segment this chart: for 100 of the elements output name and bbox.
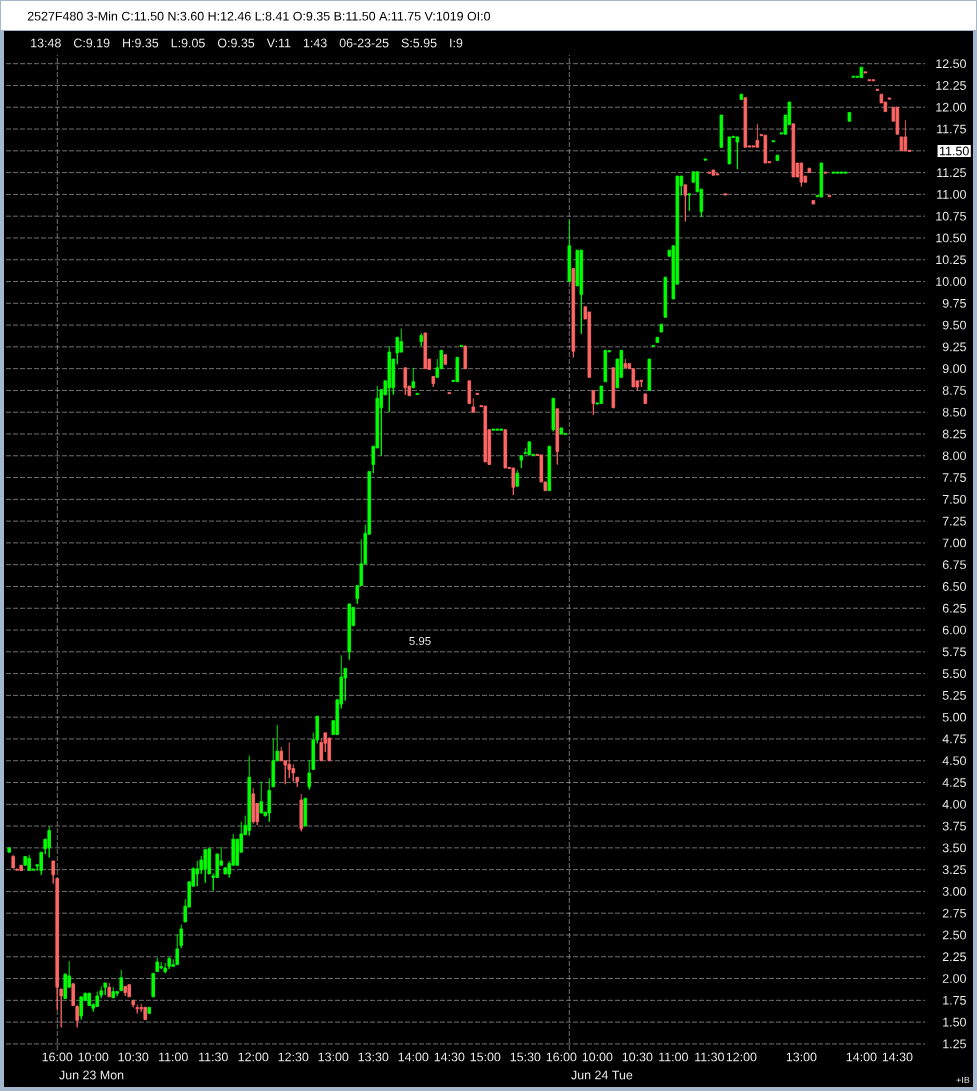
candlestick: [115, 991, 119, 997]
y-tick-label: 2.50: [942, 930, 966, 940]
candlestick: [819, 162, 824, 198]
x-tick-label: 10:00: [78, 1052, 109, 1062]
y-tick-label: 11.25: [937, 168, 966, 178]
candlestick: [863, 71, 868, 74]
x-tick-label: 11:30: [199, 1052, 228, 1062]
candlestick: [547, 445, 552, 492]
text: +IB: [956, 1076, 970, 1084]
x-tick-label: 12:00: [238, 1052, 269, 1062]
candlestick: [19, 864, 23, 871]
candlestick: [763, 134, 768, 164]
candlestick: [687, 193, 692, 212]
candlestick: [131, 999, 135, 1008]
candlestick: [723, 193, 728, 196]
y-tick-label: 4.00: [942, 799, 966, 809]
candlestick: [111, 986, 115, 999]
candlestick: [567, 219, 572, 282]
x-tick-label: 12:00: [726, 1052, 757, 1062]
chart-subtitle: 13:48 C:9.19 H:9.35 L:9.05 O:9.35 V:11 1:43 06-23-25 S:5.95 I:9: [31, 38, 463, 48]
candlestick: [643, 393, 648, 404]
candlestick: [147, 1006, 151, 1014]
candlestick: [647, 358, 652, 391]
candlestick: [555, 408, 560, 465]
candlestick: [655, 336, 660, 343]
y-tick-label: 2.25: [942, 952, 966, 962]
candlestick: [551, 397, 556, 432]
x-tick-label: 11:00: [659, 1052, 688, 1062]
candlestick: [347, 603, 352, 661]
candlestick: [831, 171, 836, 174]
y-tick-label: 8.50: [942, 407, 966, 417]
x-tick-label: 16:00: [42, 1052, 73, 1062]
y-tick-label: 9.25: [942, 342, 966, 352]
y-tick-label: 8.00: [942, 451, 966, 461]
y-tick-label: 8.25: [942, 429, 966, 439]
candlestick: [871, 79, 876, 82]
x-tick-label: 16:00: [546, 1052, 577, 1062]
candlestick: [411, 367, 416, 389]
candlestick: [39, 851, 43, 876]
candlestick: [867, 79, 872, 82]
candlestick: [475, 392, 480, 395]
y-tick-label: 6.75: [942, 560, 966, 570]
y-tick-label: 7.00: [942, 538, 966, 548]
y-tick-label: 12.00: [936, 102, 966, 112]
y-tick-label: 3.00: [942, 887, 966, 896]
x-tick-label: 13:00: [786, 1052, 817, 1062]
candlestick: [483, 405, 488, 463]
candlestick: [467, 380, 472, 404]
candlestick: [663, 276, 668, 318]
y-tick-label: 9.75: [942, 298, 966, 308]
y-tick-label: 12.50: [936, 59, 966, 69]
y-tick-label: 6.25: [942, 603, 966, 613]
y-tick-label: 2.75: [942, 908, 966, 918]
candlestick: [71, 983, 75, 1007]
candlestick: [579, 249, 584, 335]
candlestick: [495, 428, 500, 431]
candlestick: [651, 344, 656, 348]
candlestick: [259, 781, 264, 814]
y-tick-label: 4.25: [942, 778, 966, 787]
candlestick: [755, 123, 760, 148]
candlestick: [715, 173, 720, 176]
x-tick-label: 13:30: [358, 1052, 389, 1062]
text: 11.50: [940, 146, 969, 156]
y-tick-label: 9.50: [942, 320, 966, 330]
candlestick: [895, 106, 900, 135]
candlestick: [155, 957, 159, 973]
candlestick: [151, 972, 155, 998]
x-tick-label: 10:30: [622, 1052, 653, 1062]
candlestick: [443, 354, 448, 365]
y-tick-label: 1.75: [943, 995, 966, 1005]
y-tick-label: 7.50: [942, 494, 966, 504]
candlestick: [7, 847, 11, 853]
candlestick: [299, 793, 304, 832]
chart-title: 2527F480 3-Min C:11.50 N:3.60 H:12.46 L:8.41 O:9.35 B:11.50 A:11.75 V:1019 OI:0: [27, 11, 491, 21]
candlestick: [499, 428, 504, 431]
candlestick: [859, 66, 864, 79]
candlestick: [419, 332, 424, 347]
candlestick: [827, 195, 832, 198]
y-tick-label: 1.50: [943, 1017, 966, 1027]
candlestick: [503, 429, 508, 469]
y-tick-label: 5.50: [942, 669, 966, 679]
y-tick-label: 7.25: [942, 516, 966, 526]
candlestick: [559, 427, 564, 435]
candlestick: [611, 367, 616, 409]
y-tick-label: 11.00: [937, 189, 966, 199]
candlestick: [599, 385, 604, 404]
candlestick: [791, 123, 796, 178]
candlestick: [639, 379, 644, 388]
candlestick: [303, 797, 308, 827]
candlestick: [27, 854, 31, 871]
y-tick-label: 3.25: [942, 865, 966, 875]
candlestick: [447, 391, 452, 395]
x-tick-label: 15:30: [510, 1052, 541, 1062]
candlestick: [703, 158, 708, 161]
y-tick-label: 5.00: [942, 712, 966, 722]
y-tick-label: 8.75: [942, 386, 966, 395]
x-tick-label: 11:30: [695, 1052, 724, 1062]
candlestick: [887, 97, 892, 100]
candlestick: [135, 1004, 139, 1014]
candlestick: [195, 860, 200, 887]
